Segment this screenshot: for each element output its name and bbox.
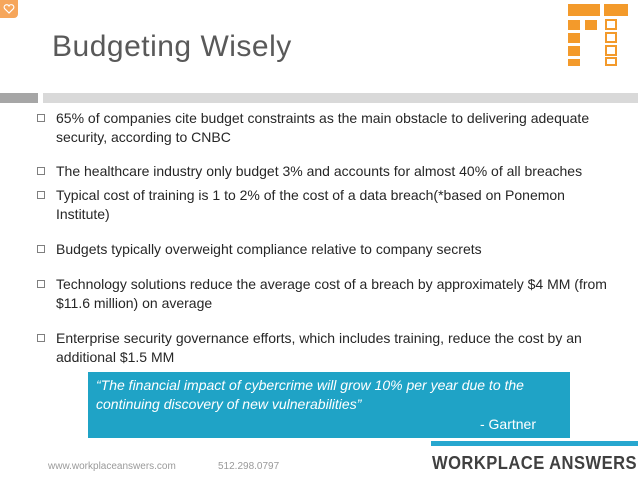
- bullet-text: Budgets typically overweight compliance …: [56, 241, 482, 257]
- bullet-item: The healthcare industry only budget 3% a…: [36, 162, 616, 181]
- bullet-text: Technology solutions reduce the average …: [56, 276, 607, 311]
- footer-accent-bar: [431, 441, 638, 446]
- quote-callout: “The financial impact of cybercrime will…: [88, 372, 570, 438]
- bullet-item: Budgets typically overweight compliance …: [36, 240, 616, 259]
- bullet-list: 65% of companies cite budget constraints…: [36, 109, 616, 367]
- square-bullet-icon: [37, 245, 45, 253]
- bullet-text: 65% of companies cite budget constraints…: [56, 110, 590, 145]
- title-divider-left: [0, 93, 38, 103]
- bullet-text: Enterprise security governance efforts, …: [56, 330, 582, 365]
- footer-url: www.workplaceanswers.com: [48, 461, 176, 472]
- square-bullet-icon: [37, 191, 45, 199]
- brand-logo-text: WORKPLACE ANSWERS: [432, 453, 638, 473]
- page-title: Budgeting Wisely: [52, 30, 292, 63]
- square-bullet-icon: [37, 167, 45, 175]
- bullet-text: Typical cost of training is 1 to 2% of t…: [56, 187, 565, 222]
- heart-icon: [0, 0, 18, 18]
- bullet-item: Typical cost of training is 1 to 2% of t…: [36, 186, 616, 224]
- bullet-item: 65% of companies cite budget constraints…: [36, 109, 616, 147]
- square-bullet-icon: [37, 280, 45, 288]
- quote-attribution: - Gartner: [479, 416, 536, 432]
- bullet-item: Technology solutions reduce the average …: [36, 275, 616, 313]
- square-bullet-icon: [37, 334, 45, 342]
- footer-phone: 512.298.0797: [218, 461, 280, 472]
- bullet-text: The healthcare industry only budget 3% a…: [56, 163, 583, 179]
- title-divider-right: [43, 93, 638, 103]
- square-bullet-icon: [37, 114, 45, 122]
- bullet-item: Enterprise security governance efforts, …: [36, 329, 616, 367]
- workplace-answers-logo-icon: [568, 4, 628, 66]
- quote-text: “The financial impact of cybercrime will…: [96, 377, 524, 412]
